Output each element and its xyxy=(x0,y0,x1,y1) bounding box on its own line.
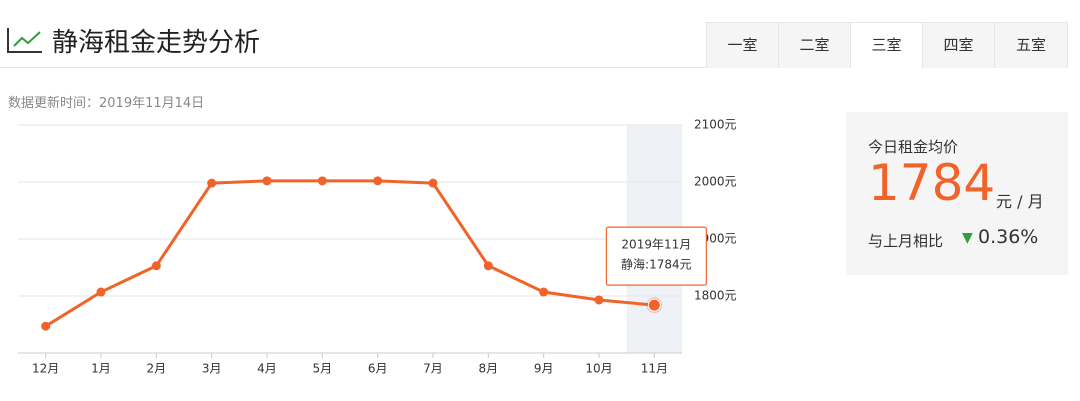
x-tick-label: 6月 xyxy=(368,362,388,376)
x-tick-label: 3月 xyxy=(202,362,222,376)
tooltip-text: 2019年11月 xyxy=(621,238,691,252)
update-time: 数据更新时间：2019年11月14日 xyxy=(8,96,205,111)
x-tick-label: 11月 xyxy=(641,362,668,376)
room-tab[interactable]: 五室 xyxy=(995,23,1067,68)
y-tick-label: 2000元 xyxy=(694,175,737,189)
point xyxy=(539,287,549,297)
stats-value: 1784 xyxy=(868,154,996,212)
room-tab[interactable]: 一室 xyxy=(707,23,779,68)
x-tick-label: 9月 xyxy=(534,362,554,376)
compare-label: 与上月相比 xyxy=(868,232,944,250)
point xyxy=(207,178,217,188)
stats-unit: 元 / 月 xyxy=(996,192,1044,211)
stats-panel: 今日租金均价 1784 元 / 月 与上月相比 ▼ 0.36% xyxy=(846,112,1068,275)
y-tick-label: 2100元 xyxy=(694,118,737,132)
stats-label: 今日租金均价 xyxy=(868,138,959,156)
x-tick-label: 10月 xyxy=(585,362,612,376)
point xyxy=(483,261,493,271)
tooltip-text: 静海:1784元 xyxy=(621,257,692,272)
line xyxy=(44,179,655,328)
chart-icon xyxy=(7,28,42,53)
room-tab[interactable]: 三室 xyxy=(851,23,923,69)
x-tick-label: 8月 xyxy=(479,362,499,376)
x-tick-label: 4月 xyxy=(257,362,277,376)
tooltip-box xyxy=(605,226,707,286)
page-title: 静海租金走势分析 xyxy=(52,28,261,58)
point xyxy=(594,295,604,305)
divider xyxy=(0,67,1068,68)
room-tabs: 一室 二室 三室 四室 五室 xyxy=(706,22,1068,69)
y-tick-label: 1800元 xyxy=(694,289,737,303)
point xyxy=(428,178,438,188)
y-tick-label: 1900元 xyxy=(694,232,737,246)
point xyxy=(317,176,327,186)
hover-band xyxy=(626,125,682,353)
x-tick-label: 2月 xyxy=(147,362,167,376)
x-tick-label: 1月 xyxy=(91,362,111,376)
room-tab[interactable]: 二室 xyxy=(779,23,851,68)
point xyxy=(41,321,51,331)
point-halo xyxy=(646,297,663,314)
point xyxy=(96,287,106,297)
point xyxy=(373,176,383,186)
room-tab[interactable]: 四室 xyxy=(923,23,995,68)
x-tick-label: 12月 xyxy=(32,362,59,376)
point xyxy=(262,176,272,186)
x-tick-label: 7月 xyxy=(423,362,443,376)
point xyxy=(151,261,161,271)
x-tick-label: 5月 xyxy=(313,362,333,376)
compare-value: 0.36% xyxy=(978,226,1039,248)
point xyxy=(647,298,661,312)
down-arrow: ▼ xyxy=(962,230,973,246)
